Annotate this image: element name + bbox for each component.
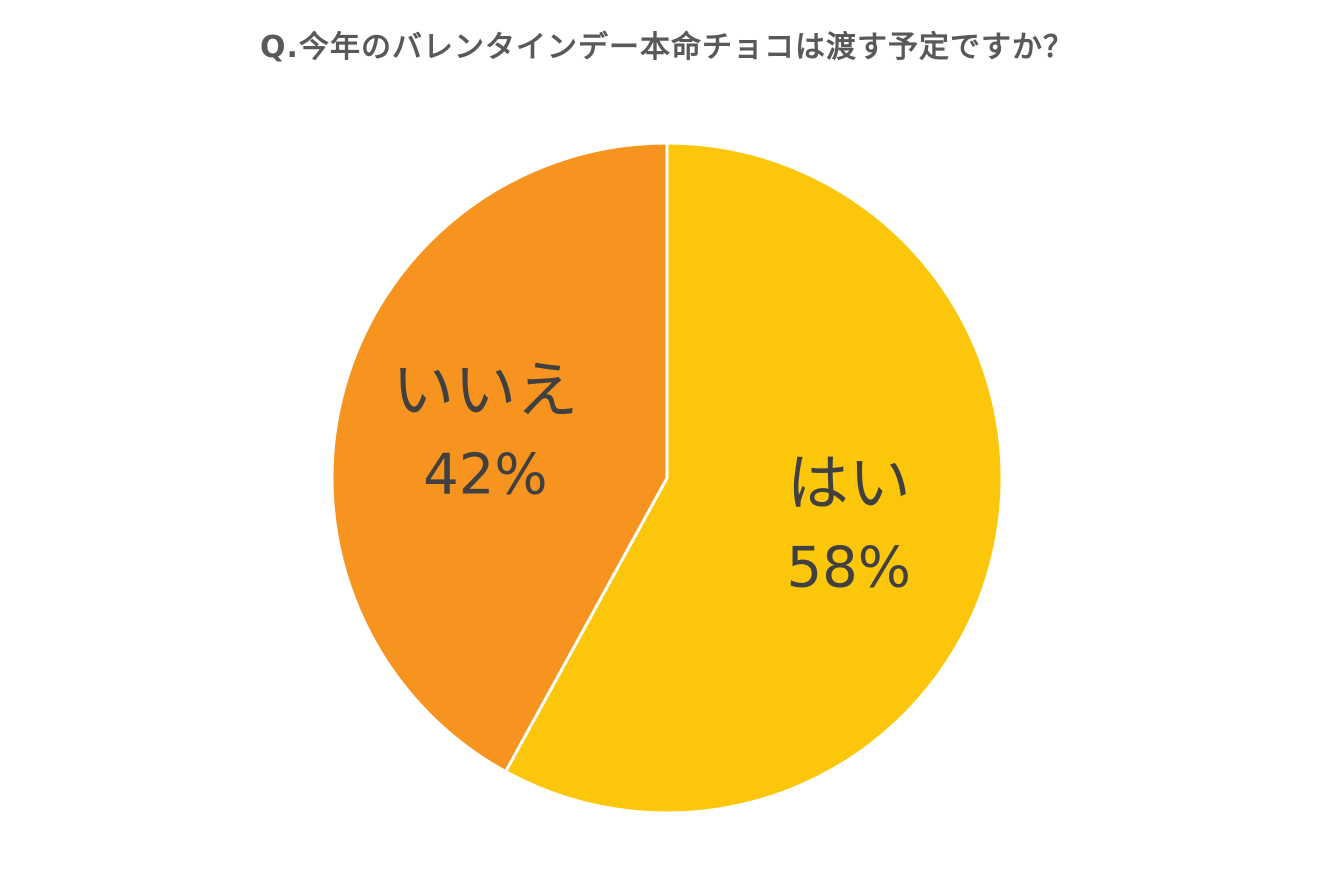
pie-slices: [330, 141, 1004, 815]
pie-labels: はい 58% いいえ 42%: [392, 353, 911, 600]
chart-title: Q.今年のバレンタインデー本命チョコは渡す予定ですか？: [260, 30, 1074, 65]
pie-slice-1: [504, 141, 1004, 815]
slice-category-label: はい: [787, 447, 911, 520]
pie-slice-2: [330, 141, 669, 774]
slice-category-label: いいえ: [392, 353, 578, 426]
slice-value-label: 58%: [786, 536, 910, 601]
slice-value-label: 42%: [423, 442, 547, 507]
